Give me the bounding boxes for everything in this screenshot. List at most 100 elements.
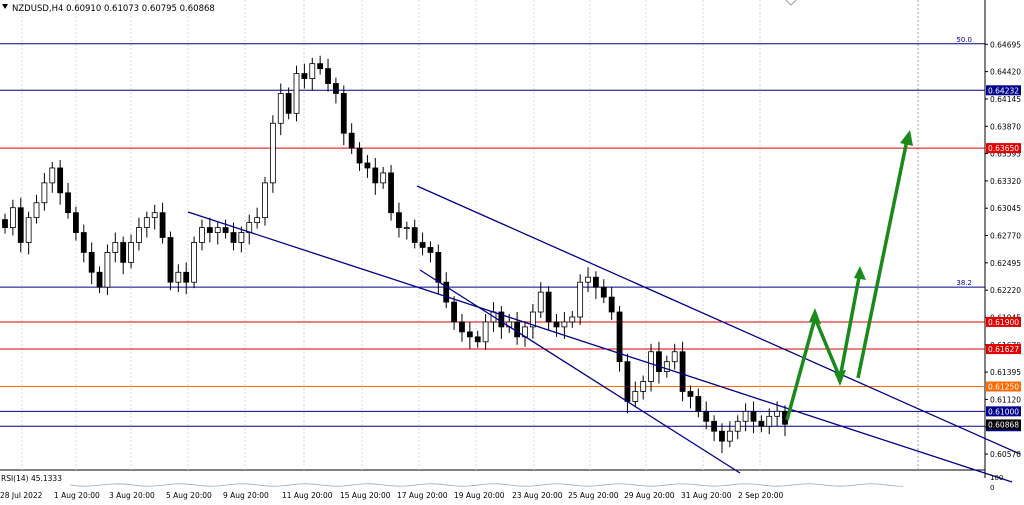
candle-body [482, 321, 489, 343]
time-tick-label: 23 Aug 20:00 [512, 491, 563, 500]
candle-body [206, 227, 213, 233]
candle-body [128, 242, 134, 263]
candle-body [435, 252, 442, 283]
candle-body [254, 217, 261, 224]
candle-body [585, 276, 591, 283]
candle-body [537, 291, 544, 313]
candle-body [758, 420, 765, 427]
price-tick-label: 0.61120 [990, 395, 1021, 404]
candle-body [561, 321, 568, 328]
candle-body [175, 271, 182, 283]
price-badge-label: 0.63650 [988, 144, 1019, 153]
candle-body [57, 167, 64, 194]
candle-body [766, 415, 773, 427]
candle-body [553, 321, 560, 328]
price-tick-label: 0.63320 [990, 177, 1021, 186]
menu-triangle-icon [2, 4, 8, 9]
candle-body [9, 207, 16, 228]
arrowhead-icon [809, 308, 821, 324]
price-tick-label: 0.64145 [990, 95, 1021, 104]
price-tick-label: 0.62495 [990, 259, 1021, 268]
candle-body [285, 93, 292, 114]
price-badge-label: 0.61250 [988, 383, 1019, 392]
candle-body [388, 172, 394, 214]
candle-body [65, 192, 71, 214]
candle-body [656, 351, 662, 373]
price-tick-label: 0.64420 [990, 68, 1021, 77]
candle-body [459, 321, 465, 333]
candle-body [726, 430, 733, 442]
candle-body [679, 351, 686, 392]
fib-level-label: 50.0 [956, 36, 972, 44]
rsi-scale-bottom: 0 [990, 484, 994, 492]
candle-body [333, 83, 339, 94]
candlestick-series [2, 55, 788, 454]
candle-body [396, 212, 402, 228]
candle-body [711, 420, 717, 432]
candle-body [136, 227, 142, 243]
candle-body [671, 351, 678, 363]
candle-body [411, 227, 418, 243]
candle-body [380, 172, 387, 184]
time-tick-label: 5 Aug 20:00 [166, 491, 212, 500]
candle-body [159, 212, 166, 238]
time-tick-label: 31 Aug 20:00 [681, 491, 732, 500]
candle-body [608, 296, 615, 313]
price-badge-label: 0.61000 [988, 407, 1019, 416]
candle-body [262, 182, 268, 219]
chevron-down-icon [785, 0, 797, 6]
candle-body [25, 217, 32, 243]
candle-body [569, 316, 576, 323]
candle-body [750, 410, 757, 422]
price-badge [986, 381, 1021, 392]
candle-body [88, 252, 95, 273]
time-tick-label: 2 Sep 20:00 [738, 491, 784, 500]
time-tick-label: 28 Jul 2022 [0, 491, 43, 500]
price-tick-label: 0.62770 [990, 232, 1021, 241]
channel-base-line [419, 269, 741, 474]
fib-level-label: 38.2 [956, 279, 972, 287]
candle-body [466, 331, 473, 338]
channel-trendlines [187, 185, 1021, 483]
price-tick-label: 0.63595 [990, 150, 1021, 159]
time-tick-label: 29 Aug 20:00 [624, 491, 675, 500]
rsi-line [69, 483, 904, 487]
chart-grid [0, 0, 986, 478]
candle-body [593, 276, 599, 288]
price-badge [986, 316, 1021, 327]
time-tick-label: 11 Aug 20:00 [282, 491, 333, 500]
candle-body [632, 391, 639, 402]
projection-path [785, 271, 862, 421]
candle-body [325, 68, 331, 84]
time-tick-label: 19 Aug 20:00 [454, 491, 505, 500]
candle-body [183, 271, 190, 283]
candle-body [474, 336, 481, 343]
time-tick-label: 3 Aug 20:00 [109, 491, 155, 500]
candle-body [222, 227, 229, 233]
candle-body [703, 410, 710, 422]
candle-body [96, 271, 103, 288]
price-tick-label: 0.62220 [990, 286, 1021, 295]
candle-body [309, 63, 316, 79]
time-tick-label: 17 Aug 20:00 [397, 491, 448, 500]
candle-body [640, 381, 647, 392]
time-tick-label: 25 Aug 20:00 [568, 491, 619, 500]
candle-body [17, 207, 24, 243]
price-tick-label: 0.64695 [990, 40, 1021, 49]
price-badge-label: 0.64232 [988, 86, 1019, 95]
time-tick-label: 1 Aug 20:00 [54, 491, 100, 500]
price-badge-label: 0.61900 [988, 318, 1019, 327]
arrowhead-icon [900, 130, 913, 146]
rsi-label: RSI(14) 45.1333 [1, 474, 62, 483]
price-badge [986, 85, 1021, 96]
horizontal-levels: 50.0 38.2 [0, 36, 985, 427]
candle-body [120, 242, 127, 263]
symbol-info: NZDUSD,H4 0.60910 0.61073 0.60795 0.6086… [12, 4, 215, 14]
candle-body [104, 252, 111, 288]
candle-body [774, 410, 781, 417]
candle-body [419, 242, 426, 248]
candle-body [529, 311, 536, 328]
candle-body [151, 212, 158, 219]
